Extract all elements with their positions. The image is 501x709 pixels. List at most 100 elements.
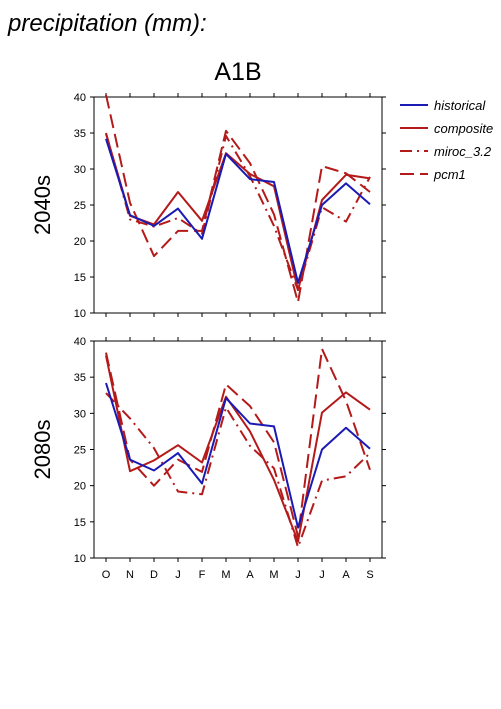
data-point-historical <box>249 178 251 180</box>
data-point-composite <box>249 431 251 433</box>
data-point-pcm1 <box>345 400 347 402</box>
data-point-pcm1 <box>321 348 323 350</box>
data-point-composite <box>201 220 203 222</box>
series-line-miroc-3-2 <box>105 392 371 549</box>
data-point-composite <box>297 541 299 543</box>
data-point-miroc-3-2 <box>249 445 251 447</box>
data-point-historical <box>369 448 371 450</box>
x-tick-label: N <box>126 569 134 581</box>
data-point-miroc-3-2 <box>273 468 275 470</box>
data-point-historical <box>321 449 323 451</box>
data-point-miroc-3-2 <box>345 221 347 223</box>
legend-label: pcm1 <box>433 167 466 182</box>
data-point-composite <box>369 178 371 180</box>
data-point-historical <box>105 138 107 140</box>
data-point-composite <box>345 392 347 394</box>
data-point-miroc-3-2 <box>177 217 179 219</box>
data-point-historical <box>369 203 371 205</box>
data-point-historical <box>225 397 227 399</box>
series-line-historical <box>105 382 371 529</box>
y-tick-label: 10 <box>74 553 86 565</box>
data-point-miroc-3-2 <box>225 135 227 137</box>
series-line-pcm1 <box>105 94 371 304</box>
data-point-pcm1 <box>105 352 107 354</box>
legend-item: historical <box>400 98 486 113</box>
data-point-composite <box>249 173 251 175</box>
data-point-miroc-3-2 <box>225 407 227 409</box>
y-tick-label: 10 <box>74 308 86 320</box>
legend-label: miroc_3.2 <box>434 144 492 159</box>
data-point-historical <box>201 238 203 240</box>
x-tick-label: J <box>175 569 181 581</box>
data-point-historical <box>153 470 155 472</box>
data-point-historical <box>225 153 227 155</box>
x-tick-label: O <box>102 569 111 581</box>
y-axis-label: 2040s <box>30 175 55 235</box>
data-point-composite <box>321 412 323 414</box>
panel-2: 10 15 20 25 30 35 40 O N D J F M A M J J A S 2080s <box>30 336 386 581</box>
data-point-pcm1 <box>273 214 275 216</box>
data-point-miroc-3-2 <box>345 475 347 477</box>
data-point-historical <box>345 427 347 429</box>
data-point-historical <box>297 527 299 529</box>
figure-title: precipitation (mm): <box>7 10 207 37</box>
data-point-historical <box>177 452 179 454</box>
y-tick-label: 15 <box>74 517 86 529</box>
data-point-historical <box>273 426 275 428</box>
series-line-pcm1 <box>105 348 371 538</box>
x-tick-label: M <box>269 569 278 581</box>
x-tick-label: J <box>319 569 325 581</box>
data-point-miroc-3-2 <box>153 447 155 449</box>
data-point-pcm1 <box>105 94 107 96</box>
series-line-miroc-3-2 <box>105 132 371 291</box>
data-point-miroc-3-2 <box>249 175 251 177</box>
legend-label: composite <box>434 121 493 136</box>
y-axis-label: 2080s <box>30 420 55 480</box>
y-tick-label: 25 <box>74 445 86 457</box>
data-point-miroc-3-2 <box>297 546 299 548</box>
data-point-miroc-3-2 <box>273 225 275 227</box>
data-point-miroc-3-2 <box>321 480 323 482</box>
data-point-composite <box>153 460 155 462</box>
data-point-composite <box>369 409 371 411</box>
data-point-composite <box>105 133 107 135</box>
data-point-pcm1 <box>177 459 179 461</box>
x-tick-label: F <box>199 569 206 581</box>
y-tick-label: 25 <box>74 200 86 212</box>
data-point-pcm1 <box>225 384 227 386</box>
legend-item: miroc_3.2 <box>400 144 492 159</box>
data-point-composite <box>321 199 323 201</box>
y-tick-label: 40 <box>74 92 86 104</box>
y-tick-label: 30 <box>74 164 86 176</box>
panel-title: A1B <box>214 58 261 86</box>
data-point-miroc-3-2 <box>105 392 107 394</box>
x-tick-label: D <box>150 569 158 581</box>
data-point-pcm1 <box>201 471 203 473</box>
data-point-pcm1 <box>297 301 299 303</box>
panels: 10 15 20 25 30 35 40 2040s 10 15 20 25 30 35 40 O N D J F M A… <box>30 92 386 581</box>
data-point-pcm1 <box>129 202 131 204</box>
data-point-pcm1 <box>153 255 155 257</box>
data-point-composite <box>129 470 131 472</box>
series-line-historical <box>105 138 371 284</box>
series-line-composite <box>105 133 371 291</box>
data-point-historical <box>177 208 179 210</box>
data-point-composite <box>105 355 107 357</box>
y-tick-label: 35 <box>74 372 86 384</box>
data-point-historical <box>273 181 275 183</box>
y-tick-label: 15 <box>74 272 86 284</box>
data-point-miroc-3-2 <box>177 491 179 493</box>
data-point-historical <box>297 282 299 284</box>
data-point-miroc-3-2 <box>369 452 371 454</box>
data-point-miroc-3-2 <box>129 418 131 420</box>
data-point-historical <box>129 214 131 216</box>
series-line-composite <box>105 355 371 543</box>
legend: historical composite miroc_3.2 pcm1 <box>400 98 493 182</box>
y-tick-label: 20 <box>74 236 86 248</box>
data-point-pcm1 <box>321 165 323 167</box>
y-tick-label: 30 <box>74 408 86 420</box>
data-point-historical <box>321 204 323 206</box>
data-point-composite <box>177 444 179 446</box>
